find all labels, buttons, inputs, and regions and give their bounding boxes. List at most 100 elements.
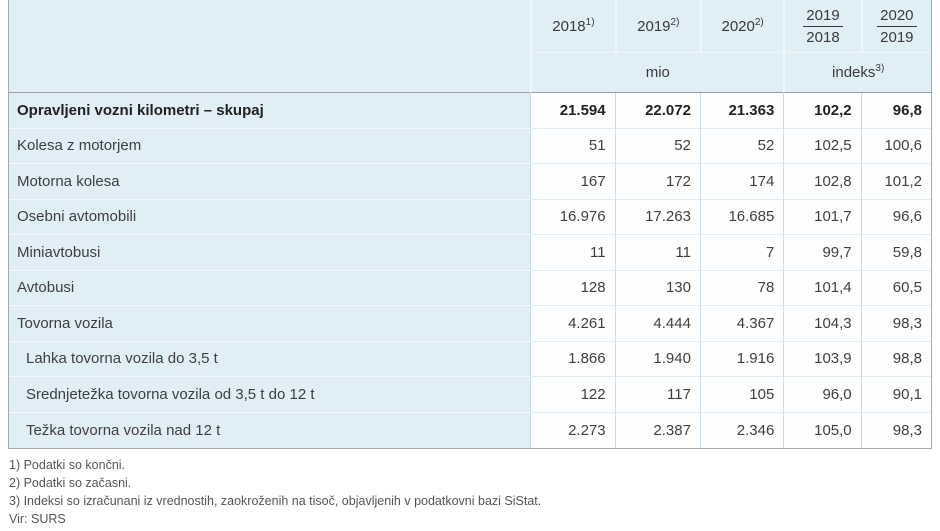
ratio-numerator: 2020: [877, 5, 917, 27]
table-row: Miniavtobusi 11 11 7 99,7 59,8: [9, 235, 931, 271]
cell-value: 96,6: [860, 199, 931, 235]
cell-value: 21.363: [699, 93, 784, 129]
header-year-row: 20181) 20192) 20202) 2019 2018 2020 2019: [9, 0, 931, 93]
unit-indeks-header: indeks3): [783, 53, 931, 93]
cell-value: 2.346: [699, 412, 784, 448]
table-row: Lahka tovorna vozila do 3,5 t 1.866 1.940 1…: [9, 341, 931, 377]
cell-value: 128: [530, 270, 615, 306]
table-row: Kolesa z motorjem 51 52 52 102,5 100,6: [9, 128, 931, 164]
cell-value: 1.916: [699, 341, 784, 377]
cell-value: 130: [614, 270, 700, 306]
cell-value: 16.685: [699, 199, 784, 235]
ratio-denominator: 2018: [806, 28, 840, 46]
cell-value: 98,3: [860, 306, 931, 342]
row-label: Srednjetežka tovorna vozila od 3,5 t do …: [9, 377, 531, 413]
table-row: Osebni avtomobili 16.976 17.263 16.685 101,7…: [9, 199, 931, 235]
cell-value: 51: [530, 128, 615, 164]
cell-value: 104,3: [783, 306, 861, 342]
row-label: Lahka tovorna vozila do 3,5 t: [9, 341, 531, 377]
table-row: Avtobusi 128 130 78 101,4 60,5: [9, 270, 931, 306]
row-label: Avtobusi: [9, 270, 531, 306]
year-label: 2019: [637, 17, 671, 35]
cell-value: 101,2: [860, 164, 931, 200]
ratio-numerator: 2019: [803, 5, 843, 27]
column-header-ratio-2020-2019: 2020 2019: [860, 0, 931, 53]
ratio-denominator: 2019: [880, 28, 914, 46]
cell-value: 117: [614, 377, 700, 413]
column-header-ratio-2019-2018: 2019 2018: [783, 0, 861, 53]
cell-value: 96,0: [783, 377, 861, 413]
row-label: Kolesa z motorjem: [9, 128, 531, 164]
cell-value: 99,7: [783, 235, 861, 271]
cell-value: 172: [614, 164, 700, 200]
column-header-2020: 20202): [699, 0, 784, 53]
cell-value: 2.387: [614, 412, 700, 448]
footnotes: 1) Podatki so končni. 2) Podatki so zača…: [9, 456, 541, 528]
cell-value: 52: [614, 128, 700, 164]
cell-value: 96,8: [860, 93, 931, 129]
cell-value: 7: [699, 235, 784, 271]
footnote-2: 2) Podatki so začasni.: [9, 476, 132, 490]
cell-value: 101,7: [783, 199, 861, 235]
row-label-column-header: [9, 0, 531, 93]
row-label: Tovorna vozila: [9, 306, 531, 342]
cell-value: 59,8: [860, 235, 931, 271]
column-header-2018: 20181): [530, 0, 615, 53]
table-row: Težka tovorna vozila nad 12 t 2.273 2.387 2…: [9, 412, 931, 448]
cell-value: 22.072: [614, 93, 700, 129]
row-label: Miniavtobusi: [9, 235, 531, 271]
cell-value: 2.273: [530, 412, 615, 448]
year-label: 2020: [721, 17, 755, 35]
table-row: Tovorna vozila 4.261 4.444 4.367 104,3 98,3: [9, 306, 931, 342]
cell-value: 98,3: [860, 412, 931, 448]
row-label: Motorna kolesa: [9, 164, 531, 200]
footnote-ref-3: 3): [875, 63, 885, 74]
cell-value: 101,4: [783, 270, 861, 306]
cell-value: 102,8: [783, 164, 861, 200]
footnote-3: 3) Indeksi so izračunani iz vrednostih, …: [9, 494, 542, 508]
cell-value: 90,1: [860, 377, 931, 413]
column-header-2019: 20192): [614, 0, 700, 53]
footnote-ref-2: 2): [670, 16, 680, 28]
footnote-ref-1: 1): [585, 16, 595, 28]
footnote-ref-2: 2): [754, 16, 764, 28]
cell-value: 122: [530, 377, 615, 413]
table-row: Srednjetežka tovorna vozila od 3,5 t do …: [9, 377, 931, 413]
cell-value: 16.976: [530, 199, 615, 235]
cell-value: 4.261: [530, 306, 615, 342]
row-label: Osebni avtomobili: [9, 199, 531, 235]
header-unit-row: mio indeks3): [9, 53, 931, 93]
vehicle-kilometres-table: 20181) 20192) 20202) 2019 2018 2020 2019: [8, 0, 932, 449]
cell-value: 11: [614, 235, 700, 271]
cell-value: 11: [530, 235, 615, 271]
cell-value: 103,9: [783, 341, 861, 377]
cell-value: 98,8: [860, 341, 931, 377]
ratio-fraction: 2020 2019: [877, 5, 917, 48]
source-line: Vir: SURS: [9, 512, 66, 526]
table-row: Opravljeni vozni kilometri – skupaj 21.59…: [9, 93, 931, 129]
table-header: 20181) 20192) 20202) 2019 2018 2020 2019: [9, 0, 931, 93]
cell-value: 1.940: [614, 341, 700, 377]
cell-value: 1.866: [530, 341, 615, 377]
cell-value: 174: [699, 164, 784, 200]
cell-value: 167: [530, 164, 615, 200]
cell-value: 100,6: [860, 128, 931, 164]
cell-value: 21.594: [530, 93, 615, 129]
table-row: Motorna kolesa 167 172 174 102,8 101,2: [9, 164, 931, 200]
cell-value: 52: [699, 128, 784, 164]
cell-value: 4.367: [699, 306, 784, 342]
row-label: Opravljeni vozni kilometri – skupaj: [9, 93, 531, 129]
table-body: Opravljeni vozni kilometri – skupaj 21.59…: [9, 93, 931, 448]
cell-value: 102,2: [783, 93, 861, 129]
unit-mio-header: mio: [530, 53, 784, 93]
row-label: Težka tovorna vozila nad 12 t: [9, 412, 531, 448]
cell-value: 102,5: [783, 128, 861, 164]
cell-value: 17.263: [614, 199, 700, 235]
cell-value: 60,5: [860, 270, 931, 306]
footnote-1: 1) Podatki so končni.: [9, 458, 126, 472]
indeks-label: indeks: [832, 64, 876, 81]
cell-value: 78: [699, 270, 784, 306]
year-label: 2018: [552, 17, 586, 35]
cell-value: 105,0: [783, 412, 861, 448]
